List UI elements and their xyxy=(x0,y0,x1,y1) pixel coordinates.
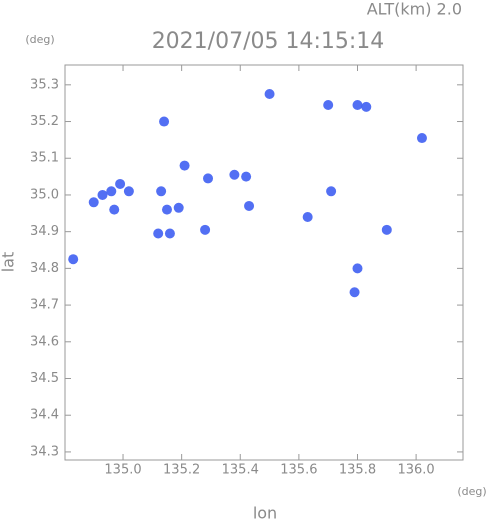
echo xyxy=(153,228,164,239)
chart-title: 2021/07/05 14:15:14 xyxy=(152,29,385,54)
y-tick-label: 34.5 xyxy=(30,371,59,386)
x-tick-label: 135.4 xyxy=(222,463,259,478)
echo xyxy=(361,101,372,112)
echo xyxy=(326,186,337,197)
echo xyxy=(159,116,170,127)
echo xyxy=(164,228,175,239)
y-tick-label: 34.6 xyxy=(30,334,59,349)
echo xyxy=(200,224,211,235)
echo xyxy=(349,287,360,298)
echo xyxy=(352,263,363,274)
echo xyxy=(244,200,255,211)
echo xyxy=(115,178,126,189)
y-tick-label: 35.3 xyxy=(30,77,59,92)
echo xyxy=(179,160,190,171)
echo xyxy=(381,224,392,235)
x-axis-label: lon xyxy=(253,504,277,522)
y-tick-label: 34.8 xyxy=(30,261,59,276)
echo xyxy=(416,133,427,144)
echo xyxy=(173,202,184,213)
y-tick-label: 34.4 xyxy=(30,408,59,423)
echo xyxy=(203,173,214,184)
plot-frame xyxy=(64,64,464,461)
x-tick-label: 135.2 xyxy=(163,463,200,478)
echo xyxy=(156,186,167,197)
x-tick-label: 136.0 xyxy=(397,463,434,478)
echo xyxy=(106,186,117,197)
y-tick-label: 35.2 xyxy=(30,114,59,129)
echo xyxy=(109,204,120,215)
x-tick-label: 135.0 xyxy=(104,463,141,478)
echo xyxy=(352,100,363,111)
y-tick-label: 34.3 xyxy=(30,444,59,459)
echo xyxy=(123,186,134,197)
x-unit: (deg) xyxy=(457,485,486,498)
y-tick-label: 35.1 xyxy=(30,151,59,166)
echo xyxy=(264,89,275,100)
echo xyxy=(68,254,79,265)
echo xyxy=(88,197,99,208)
y-tick-label: 35.0 xyxy=(30,187,59,202)
x-tick-label: 135.8 xyxy=(339,463,376,478)
x-tick-label: 135.6 xyxy=(280,463,317,478)
y-tick-label: 34.7 xyxy=(30,298,59,313)
y-axis-label: lat xyxy=(0,252,18,273)
y-tick-label: 34.9 xyxy=(30,224,59,239)
echo xyxy=(161,204,172,215)
echo xyxy=(323,100,334,111)
y-unit: (deg) xyxy=(25,33,54,46)
echo xyxy=(241,171,252,182)
echo xyxy=(229,169,240,180)
echo xyxy=(302,211,313,222)
altitude: ALT(km) 2.0 xyxy=(367,0,462,19)
echo xyxy=(97,189,108,200)
